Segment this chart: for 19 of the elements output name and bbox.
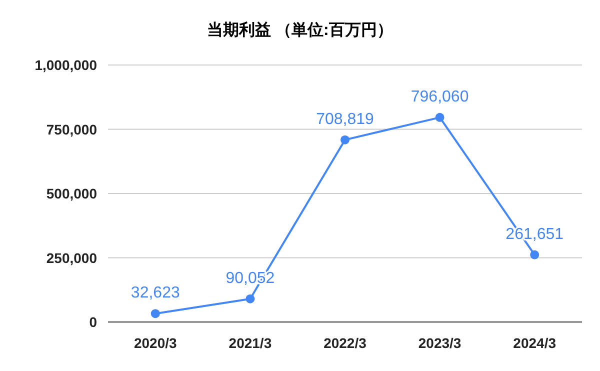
x-tick-label: 2021/3 [228,335,272,351]
point [150,309,160,318]
x-tick-label: 2022/3 [324,335,367,351]
y-tick-label: 250,000 [46,250,98,266]
point [435,112,444,122]
y-tick-label: 750,000 [46,121,98,138]
x-tick-label: 2024/3 [513,335,556,351]
x-tick-label: 2020/3 [134,335,178,351]
x-tick-label: 2023/3 [418,335,462,351]
data-label: 708,819 [316,110,374,128]
point [340,135,350,144]
y-tick-label: 1,000,000 [34,57,98,73]
data-label: 32,623 [130,284,180,302]
chart-title: 当期利益 （単位:百万円） [207,21,393,39]
y-tick-label: 0 [89,314,98,330]
data-label: 796,060 [410,88,469,106]
y-tick-label: 500,000 [46,186,98,202]
point [246,294,255,304]
point [530,250,540,260]
